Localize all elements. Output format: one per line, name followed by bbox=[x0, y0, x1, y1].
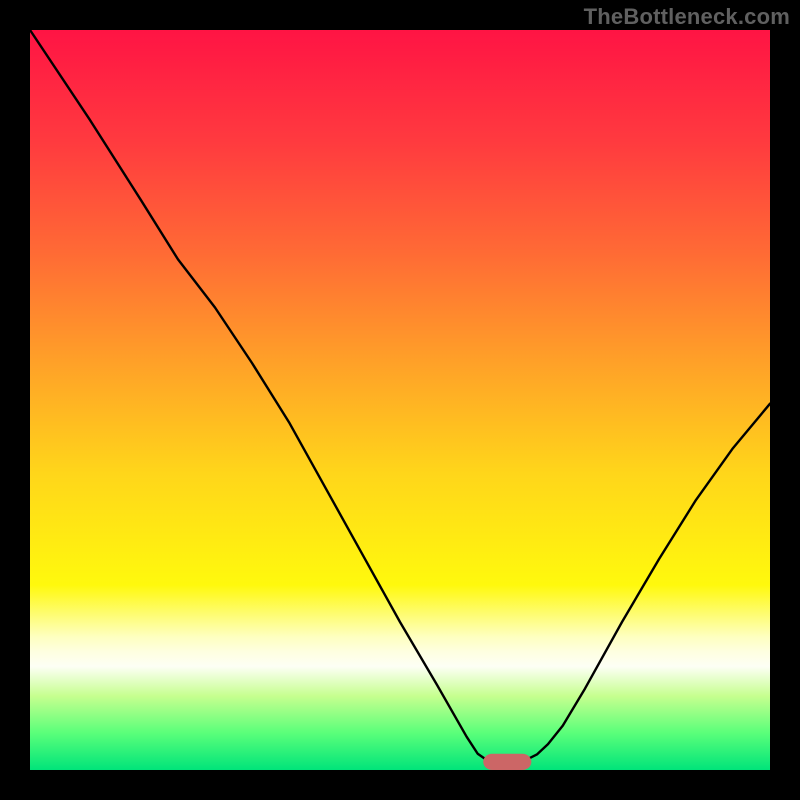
chart-frame: TheBottleneck.com bbox=[0, 0, 800, 800]
optimum-marker bbox=[483, 754, 531, 770]
watermark-text: TheBottleneck.com bbox=[584, 4, 790, 30]
plot-svg bbox=[30, 30, 770, 770]
gradient-background bbox=[30, 30, 770, 770]
plot-area bbox=[30, 30, 770, 770]
